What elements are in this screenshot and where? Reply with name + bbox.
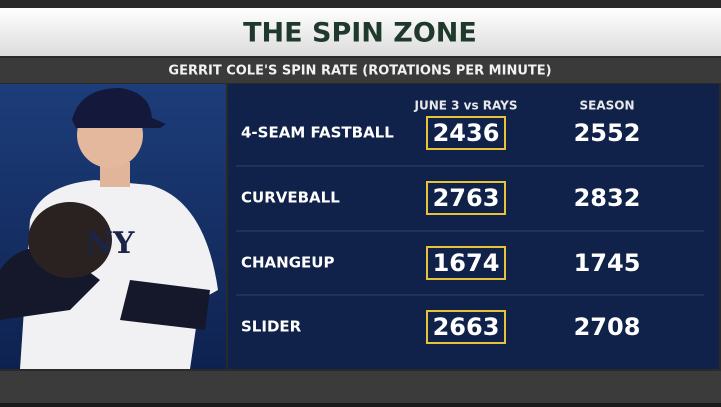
table: JUNE 3 vs RAYS SEASON 4-SEAM FASTBALL 2436 2… — [236, 99, 704, 344]
season-spin-rate: 1745 — [574, 249, 641, 277]
highlight-box — [426, 310, 506, 344]
pitch-name: CHANGEUP — [241, 254, 334, 272]
highlight-box — [426, 116, 506, 150]
game-spin-rate: 1674 — [433, 249, 500, 277]
pitch-name: 4-SEAM FASTBALL — [241, 124, 394, 142]
game-spin-rate: 2436 — [433, 119, 500, 147]
subtitle-bar — [0, 58, 721, 83]
column-header: JUNE 3 vs RAYS — [413, 99, 517, 113]
title: THE SPIN ZONE — [243, 18, 477, 49]
pitch-name: CURVEBALL — [241, 189, 340, 207]
season-spin-rate: 2832 — [574, 184, 641, 212]
column-header: SEASON — [579, 99, 634, 113]
game-spin-rate: 2663 — [433, 313, 500, 341]
season-spin-rate: 2708 — [574, 313, 641, 341]
game-spin-rate: 2763 — [433, 184, 500, 212]
table-panel — [228, 84, 719, 369]
subtitle: GERRIT COLE'S SPIN RATE (ROTATIONS PER M… — [168, 64, 551, 79]
season-spin-rate: 2552 — [574, 119, 641, 147]
svg-text:NY: NY — [86, 226, 135, 261]
highlight-box — [426, 246, 506, 280]
title-bar — [0, 8, 721, 56]
bottom-bar — [0, 371, 721, 403]
pitch-name: SLIDER — [241, 318, 302, 336]
pitcher-illustration: NY — [0, 88, 218, 369]
highlight-box — [426, 181, 506, 215]
